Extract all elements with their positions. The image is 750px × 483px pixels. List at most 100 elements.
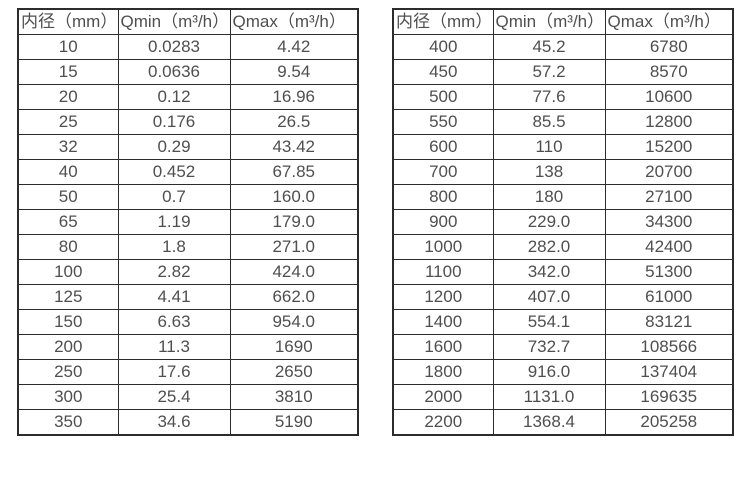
table-row: 2200 1368.4 205258 — [392, 409, 734, 436]
table-cell: 2000 — [392, 384, 494, 410]
table-cell: 25.4 — [117, 384, 231, 410]
table-cell: 400 — [392, 34, 494, 60]
table-cell: 271.0 — [229, 234, 359, 260]
table-cell: 1368.4 — [492, 409, 606, 436]
table-cell: 550 — [392, 109, 494, 135]
table-cell: 4.42 — [229, 34, 359, 60]
table-cell: 9.54 — [229, 59, 359, 85]
table-cell: 61000 — [604, 284, 734, 310]
table-cell: 65 — [17, 209, 119, 235]
table-cell: 350 — [17, 409, 119, 436]
table-cell: 27100 — [604, 184, 734, 210]
table-cell: 83121 — [604, 309, 734, 335]
column-header: Qmax（m³/h） — [229, 8, 359, 35]
table-cell: 2650 — [229, 359, 359, 385]
table-cell: 77.6 — [492, 84, 606, 110]
column-header: Qmin（m³/h） — [492, 8, 606, 35]
table-row: 65 1.19 179.0 — [17, 209, 359, 235]
table-cell: 169635 — [604, 384, 734, 410]
table-cell: 250 — [17, 359, 119, 385]
table-cell: 0.0636 — [117, 59, 231, 85]
table-cell: 6780 — [604, 34, 734, 60]
table-row: 1200 407.0 61000 — [392, 284, 734, 310]
table-cell: 700 — [392, 159, 494, 185]
table-cell: 954.0 — [229, 309, 359, 335]
table-cell: 200 — [17, 334, 119, 360]
table-row: 125 4.41 662.0 — [17, 284, 359, 310]
table-row: 32 0.29 43.42 — [17, 134, 359, 160]
table-cell: 600 — [392, 134, 494, 160]
table-row: 900 229.0 34300 — [392, 209, 734, 235]
table-row: 150 6.63 954.0 — [17, 309, 359, 335]
table-row: 40 0.452 67.85 — [17, 159, 359, 185]
table-cell: 51300 — [604, 259, 734, 285]
table-row: 800 180 27100 — [392, 184, 734, 210]
table-cell: 1400 — [392, 309, 494, 335]
table-cell: 205258 — [604, 409, 734, 436]
table-cell: 662.0 — [229, 284, 359, 310]
table-cell: 15 — [17, 59, 119, 85]
table-row: 500 77.6 10600 — [392, 84, 734, 110]
table-cell: 1.8 — [117, 234, 231, 260]
table-row: 400 45.2 6780 — [392, 34, 734, 60]
table-cell: 0.0283 — [117, 34, 231, 60]
table-cell: 229.0 — [492, 209, 606, 235]
table-row: 50 0.7 160.0 — [17, 184, 359, 210]
table-cell: 0.7 — [117, 184, 231, 210]
table-cell: 342.0 — [492, 259, 606, 285]
table-cell: 450 — [392, 59, 494, 85]
column-header: Qmax（m³/h） — [604, 8, 734, 35]
table-cell: 11.3 — [117, 334, 231, 360]
table-cell: 0.12 — [117, 84, 231, 110]
table-cell: 12800 — [604, 109, 734, 135]
table-cell: 0.29 — [117, 134, 231, 160]
table-cell: 732.7 — [492, 334, 606, 360]
table-cell: 179.0 — [229, 209, 359, 235]
table-row: 1100 342.0 51300 — [392, 259, 734, 285]
table-cell: 85.5 — [492, 109, 606, 135]
table-cell: 1131.0 — [492, 384, 606, 410]
table-cell: 424.0 — [229, 259, 359, 285]
table-cell: 50 — [17, 184, 119, 210]
column-header: 内径（mm） — [392, 8, 494, 35]
table-header-row: 内径（mm） Qmin（m³/h） Qmax（m³/h） — [392, 8, 734, 35]
table-row: 350 34.6 5190 — [17, 409, 359, 436]
table-cell: 300 — [17, 384, 119, 410]
table-row: 20 0.12 16.96 — [17, 84, 359, 110]
table-row: 700 138 20700 — [392, 159, 734, 185]
table-row: 250 17.6 2650 — [17, 359, 359, 385]
table-cell: 110 — [492, 134, 606, 160]
table-cell: 26.5 — [229, 109, 359, 135]
table-row: 100 2.82 424.0 — [17, 259, 359, 285]
table-body: 400 45.2 6780 450 57.2 8570 500 77.6 10600 550 85.… — [392, 34, 734, 436]
table-cell: 137404 — [604, 359, 734, 385]
table-row: 450 57.2 8570 — [392, 59, 734, 85]
table-row: 200 11.3 1690 — [17, 334, 359, 360]
table-cell: 43.42 — [229, 134, 359, 160]
table-cell: 5190 — [229, 409, 359, 436]
table-cell: 554.1 — [492, 309, 606, 335]
table-cell: 40 — [17, 159, 119, 185]
column-header: 内径（mm） — [17, 8, 119, 35]
table-cell: 6.63 — [117, 309, 231, 335]
table-cell: 900 — [392, 209, 494, 235]
table-cell: 10600 — [604, 84, 734, 110]
table-cell: 3810 — [229, 384, 359, 410]
table-row: 15 0.0636 9.54 — [17, 59, 359, 85]
table-cell: 1800 — [392, 359, 494, 385]
table-cell: 282.0 — [492, 234, 606, 260]
table-row: 550 85.5 12800 — [392, 109, 734, 135]
table-cell: 2200 — [392, 409, 494, 436]
table-cell: 1100 — [392, 259, 494, 285]
table-row: 300 25.4 3810 — [17, 384, 359, 410]
table-cell: 80 — [17, 234, 119, 260]
table-cell: 17.6 — [117, 359, 231, 385]
table-row: 1800 916.0 137404 — [392, 359, 734, 385]
table-cell: 34300 — [604, 209, 734, 235]
table-cell: 4.41 — [117, 284, 231, 310]
table-cell: 160.0 — [229, 184, 359, 210]
table-cell: 45.2 — [492, 34, 606, 60]
table-row: 80 1.8 271.0 — [17, 234, 359, 260]
table-row: 10 0.0283 4.42 — [17, 34, 359, 60]
table-cell: 8570 — [604, 59, 734, 85]
